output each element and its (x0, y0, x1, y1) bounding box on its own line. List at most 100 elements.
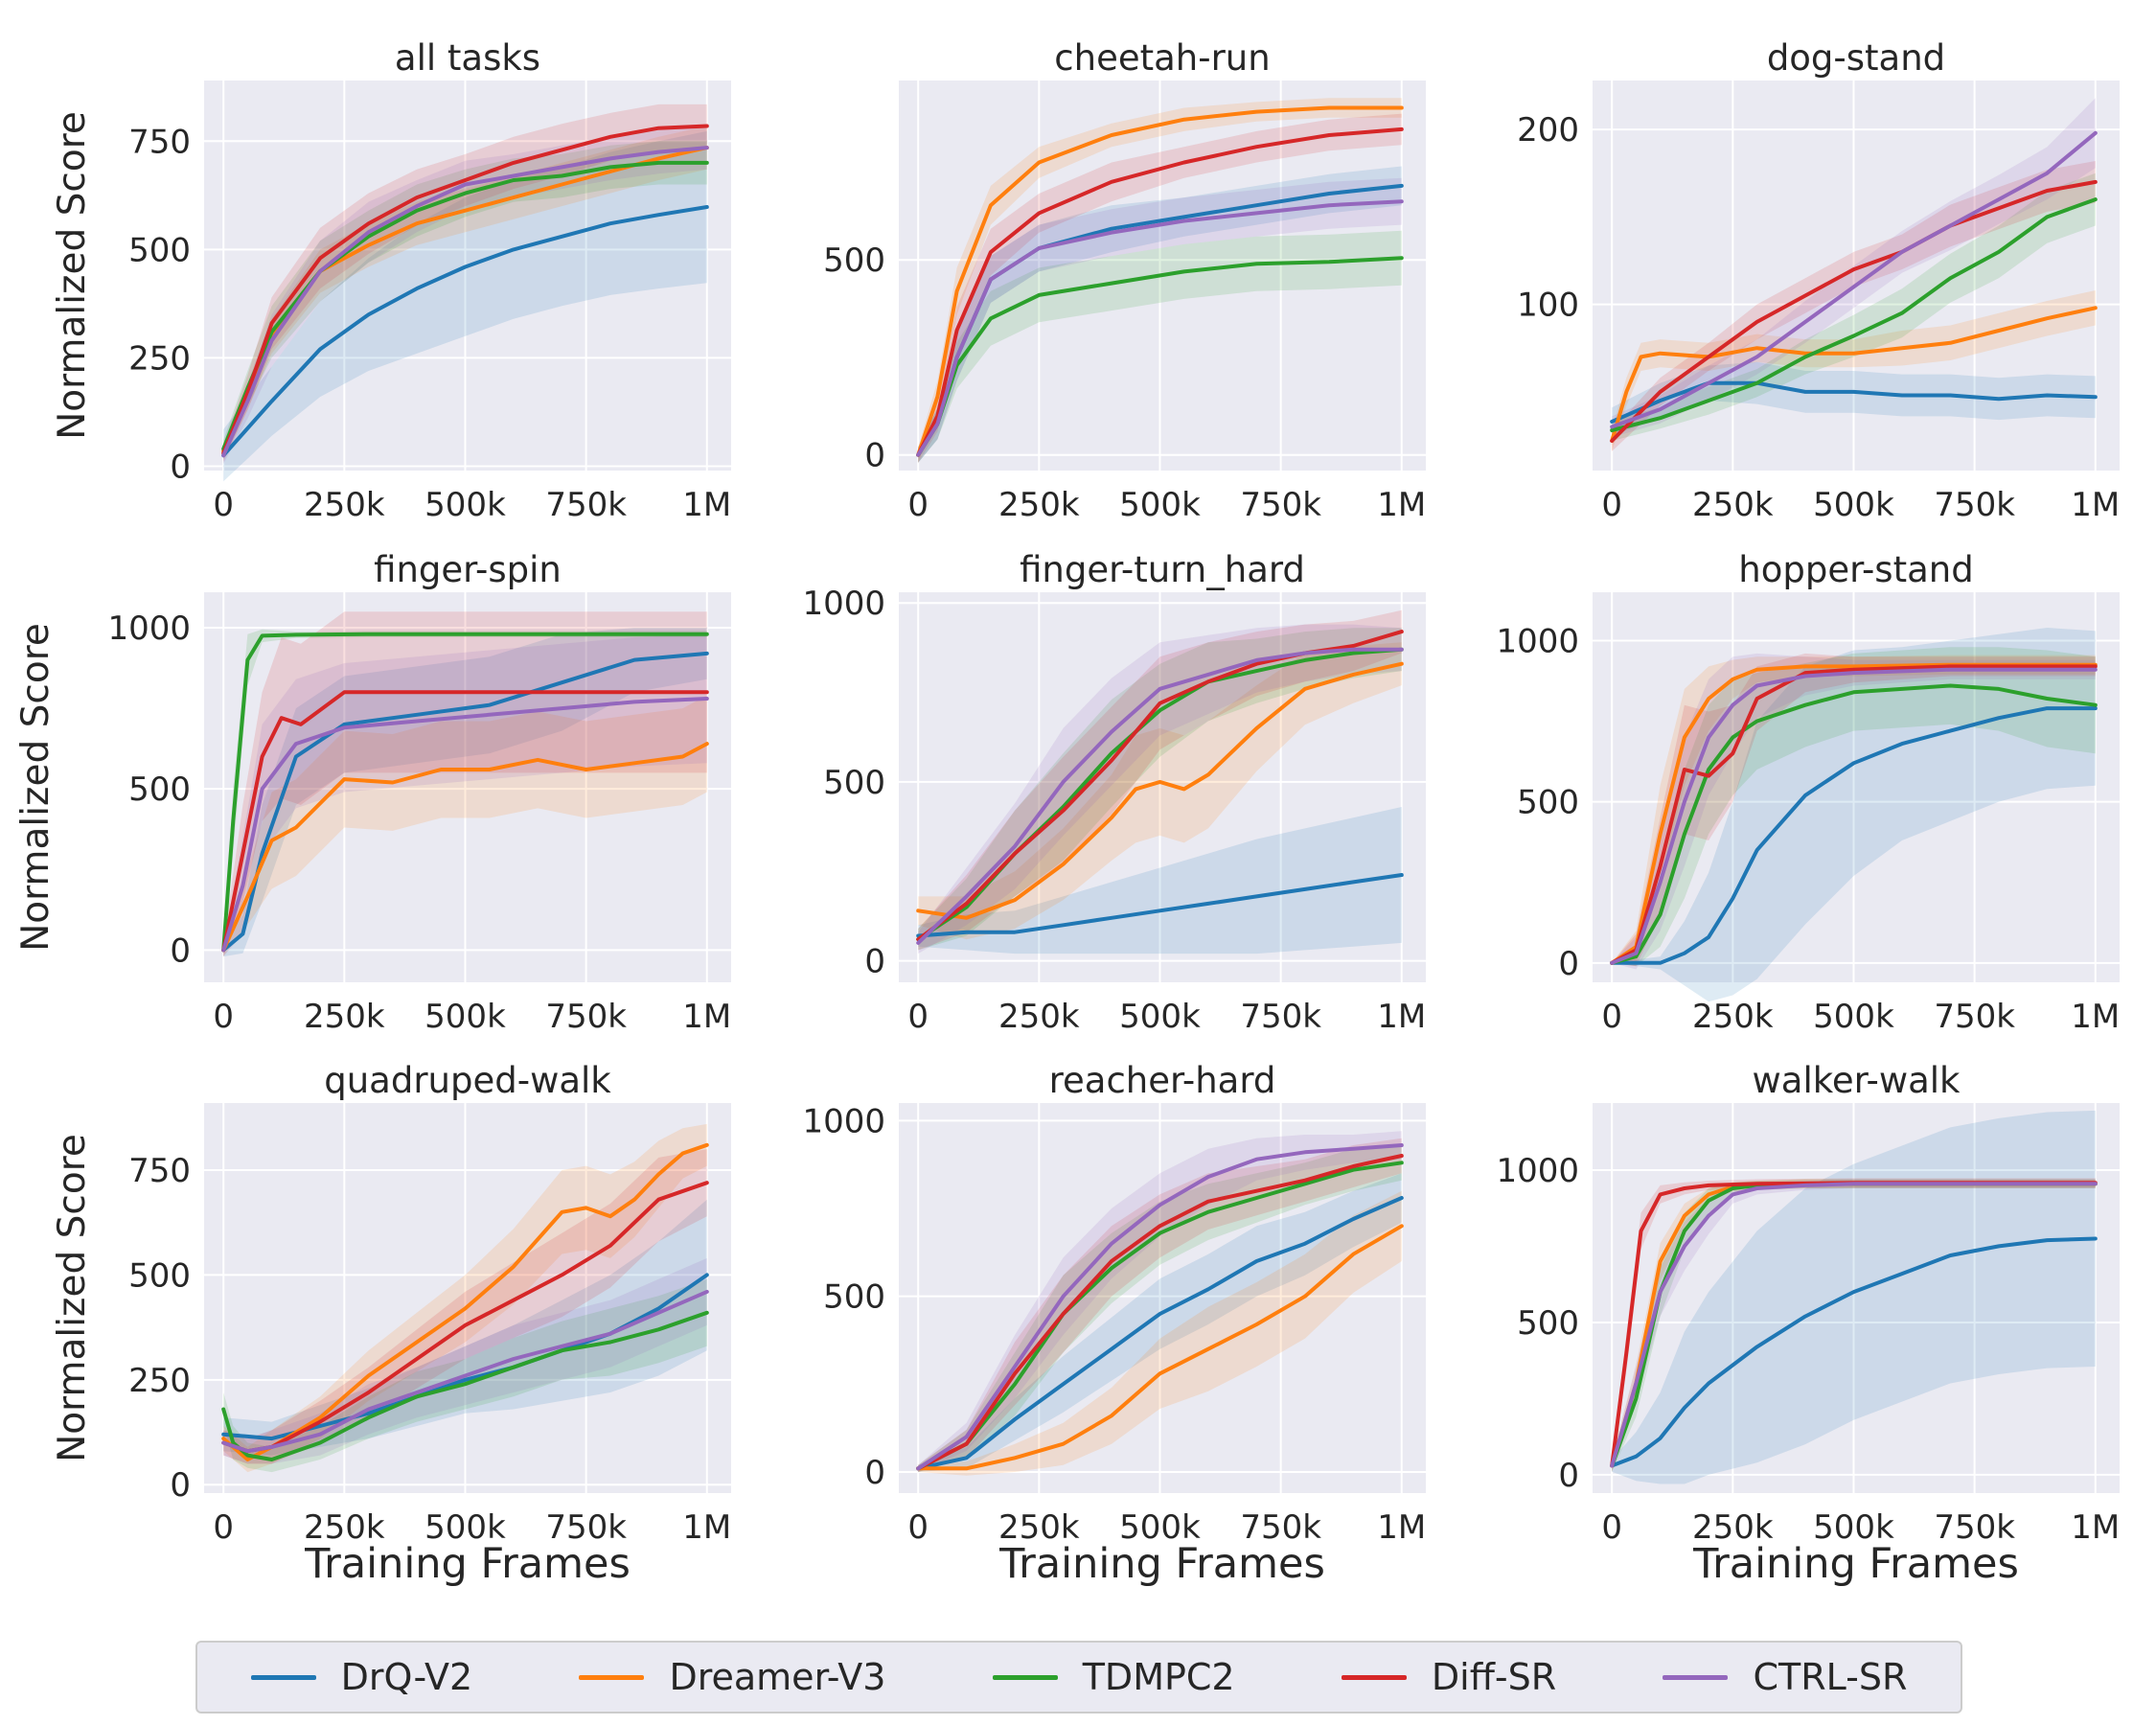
line-diff-sr-hopper-stand (1610, 664, 2098, 965)
x-tick-label: 0 (213, 1508, 234, 1547)
y-tick-label: 500 (823, 764, 885, 802)
x-tick-label: 500k (424, 1508, 506, 1547)
x-tick-label: 250k (1692, 998, 1774, 1036)
legend-swatch-dreamer-v3 (579, 1674, 645, 1680)
y-tick-label: 0 (1558, 1457, 1579, 1495)
y-tick-label: 1000 (802, 1102, 885, 1140)
band-tdmpc2-cheetah-run (918, 230, 1402, 463)
x-tick-label: 0 (907, 486, 929, 524)
x-tick-label: 0 (1601, 486, 1622, 524)
x-tick-label: 500k (1813, 1508, 1894, 1547)
plot-area-dog-stand (1593, 80, 2120, 471)
y-tick-label: 0 (864, 437, 885, 475)
band-diff-sr-finger-turn-hard (918, 610, 1402, 951)
band-drq-v2-all-tasks (223, 130, 707, 482)
y-axis-label: Normalized Score (51, 111, 94, 440)
legend-item-diff-sr: Diff-SR (1341, 1656, 1556, 1698)
x-tick-label: 750k (1934, 1508, 2015, 1547)
y-tick-label: 250 (128, 1362, 191, 1400)
x-tick-label: 0 (1601, 1508, 1622, 1547)
x-tick-label: 250k (998, 998, 1080, 1036)
line-drq-v2-walker-walk (1610, 1236, 2098, 1468)
band-drq-v2-reacher-hard (918, 1173, 1402, 1472)
line-drq-v2-hopper-stand (1610, 706, 2098, 965)
x-tick-label: 500k (424, 998, 506, 1036)
panel-title-finger-turn-hard: finger-turn_hard (1020, 549, 1305, 590)
y-tick-label: 0 (170, 448, 191, 486)
band-dreamer-v3-dog-stand (1612, 290, 2096, 451)
line-ctrl-sr-quadruped-walk (221, 1289, 709, 1454)
x-tick-label: 1M (682, 1508, 731, 1547)
y-tick-label: 500 (1517, 1304, 1579, 1343)
x-tick-label: 1M (682, 998, 731, 1036)
x-tick-label: 750k (545, 486, 627, 524)
y-tick-label: 500 (1517, 784, 1579, 822)
y-tick-label: 1000 (802, 585, 885, 623)
band-tdmpc2-reacher-hard (918, 1145, 1402, 1472)
legend-item-ctrl-sr: CTRL-SR (1663, 1656, 1907, 1698)
line-diff-sr-dog-stand (1610, 179, 2098, 443)
line-dreamer-v3-reacher-hard (916, 1224, 1404, 1471)
line-ctrl-sr-walker-walk (1610, 1182, 2098, 1468)
line-ctrl-sr-reacher-hard (916, 1143, 1404, 1471)
band-ctrl-sr-finger-spin (223, 633, 707, 957)
y-tick-label: 0 (864, 1454, 885, 1492)
legend-swatch-ctrl-sr (1663, 1674, 1729, 1680)
panel-walker-walk: 0 250k 500k 750k 1M 0 500 1000 walker-walk Traini… (1496, 1060, 2120, 1588)
y-tick-label: 1000 (107, 610, 191, 648)
legend-label-drq-v2: DrQ-V2 (340, 1656, 473, 1698)
panel-title-finger-spin: finger-spin (374, 549, 562, 590)
line-diff-sr-finger-spin (221, 690, 709, 953)
x-tick-label: 0 (907, 1508, 929, 1547)
line-ctrl-sr-dog-stand (1610, 130, 2098, 429)
x-tick-label: 500k (1119, 998, 1201, 1036)
x-tick-label: 750k (545, 998, 627, 1036)
y-tick-label: 0 (1558, 945, 1579, 983)
x-tick-label: 1M (2071, 1508, 2120, 1547)
x-tick-label: 750k (1934, 486, 2015, 524)
x-tick-label: 750k (1240, 486, 1321, 524)
line-drq-v2-reacher-hard (916, 1196, 1404, 1471)
plot-area-quadruped-walk (204, 1103, 731, 1493)
x-tick-label: 0 (213, 998, 234, 1036)
line-dreamer-v3-finger-spin (221, 742, 709, 953)
x-tick-label: 750k (545, 1508, 627, 1547)
panel-title-quadruped-walk: quadruped-walk (324, 1060, 611, 1101)
line-dreamer-v3-finger-turn-hard (916, 661, 1404, 920)
line-dreamer-v3-hopper-stand (1610, 662, 2098, 965)
y-tick-label: 500 (128, 231, 191, 269)
plot-area-walker-walk (1593, 1103, 2120, 1493)
panel-title-reacher-hard: reacher-hard (1049, 1060, 1276, 1101)
legend-item-dreamer-v3: Dreamer-V3 (579, 1656, 885, 1698)
band-ctrl-sr-quadruped-walk (223, 1257, 707, 1464)
y-tick-label: 100 (1517, 287, 1579, 325)
x-axis-label: Training Frames (1692, 1540, 2019, 1588)
band-diff-sr-all-tasks (223, 104, 707, 463)
y-tick-label: 500 (128, 1256, 191, 1295)
legend: DrQ-V2 Dreamer-V3 TDMPC2 Diff-SR CTRL-SR (195, 1641, 1962, 1714)
x-tick-label: 0 (213, 486, 234, 524)
x-tick-label: 1M (2071, 998, 2120, 1036)
line-dreamer-v3-cheetah-run (916, 105, 1404, 457)
x-tick-label: 500k (1813, 998, 1894, 1036)
x-tick-label: 1M (2071, 486, 2120, 524)
panel-finger-turn-hard: 0 250k 500k 750k 1M 0 500 1000 finger-turn_hard (802, 549, 1426, 1036)
y-tick-label: 1000 (1496, 622, 1579, 660)
x-axis-label: Training Frames (304, 1540, 631, 1588)
line-ctrl-sr-hopper-stand (1610, 667, 2098, 965)
band-drq-v2-hopper-stand (1612, 628, 2096, 1002)
legend-label-dreamer-v3: Dreamer-V3 (669, 1656, 886, 1698)
panel-title-cheetah-run: cheetah-run (1054, 37, 1270, 79)
band-diff-sr-finger-spin (223, 611, 707, 957)
legend-swatch-drq-v2 (250, 1674, 316, 1680)
band-drq-v2-finger-spin (223, 628, 707, 957)
panel-finger-spin: 0 250k 500k 750k 1M 0 500 1000 finger-spin Normal… (14, 549, 731, 1036)
x-tick-label: 500k (1813, 486, 1894, 524)
band-dreamer-v3-finger-turn-hard (918, 642, 1402, 940)
line-drq-v2-dog-stand (1610, 380, 2098, 424)
legend-item-drq-v2: DrQ-V2 (250, 1656, 473, 1698)
x-tick-label: 750k (1240, 1508, 1321, 1547)
band-diff-sr-cheetah-run (918, 113, 1402, 463)
panel-dog-stand: 0 250k 500k 750k 1M 100 200 dog-stand (1517, 37, 2120, 524)
x-tick-label: 250k (998, 1508, 1080, 1547)
